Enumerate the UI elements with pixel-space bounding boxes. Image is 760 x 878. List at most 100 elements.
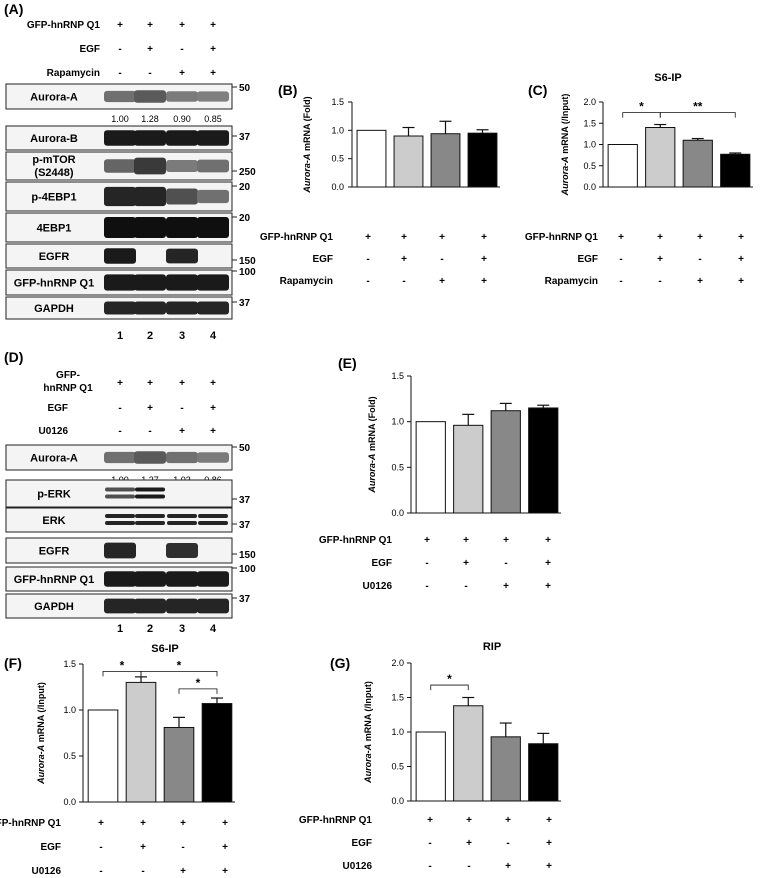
blot-band bbox=[105, 521, 135, 525]
blot-band bbox=[104, 90, 136, 103]
band-quantification: 0.85 bbox=[204, 114, 222, 124]
bar bbox=[125, 681, 157, 803]
y-tick-label: 0.0 bbox=[391, 796, 404, 806]
y-tick-label: 1.5 bbox=[583, 118, 596, 128]
blot-band bbox=[197, 91, 229, 102]
treatment-sign: + bbox=[481, 254, 487, 265]
treatment-sign: + bbox=[546, 815, 552, 826]
y-tick-label: 1.5 bbox=[331, 97, 344, 107]
treatment-label: U0126 bbox=[343, 861, 373, 872]
treatment-label: hnRNP Q1 bbox=[43, 383, 93, 394]
treatment-sign: + bbox=[466, 838, 472, 849]
blot-band bbox=[197, 130, 229, 146]
bar bbox=[201, 703, 233, 803]
y-axis-label-gene: Aurora-A bbox=[363, 744, 373, 784]
y-tick-label: 1.0 bbox=[391, 727, 404, 737]
treatment-sign: - bbox=[118, 426, 121, 437]
treatment-label: EGF bbox=[47, 403, 68, 414]
treatment-sign: + bbox=[222, 842, 228, 853]
mw-marker: 37 bbox=[239, 132, 251, 143]
treatment-sign: + bbox=[427, 815, 433, 826]
blot-label: Aurora-B bbox=[30, 133, 78, 145]
lane-number: 3 bbox=[179, 623, 185, 635]
blot-band bbox=[104, 451, 136, 464]
treatment-label: EGF bbox=[79, 44, 100, 55]
y-axis-label-unit: mRNA (/Input) bbox=[560, 94, 570, 157]
mw-marker: 50 bbox=[239, 83, 251, 94]
treatment-sign: - bbox=[464, 581, 467, 592]
blot-band bbox=[197, 571, 229, 587]
bar bbox=[720, 153, 751, 188]
treatment-sign: + bbox=[738, 232, 744, 243]
blot-band bbox=[166, 451, 198, 464]
significance-bracket: * bbox=[140, 658, 218, 677]
y-tick-label: 0.0 bbox=[583, 182, 596, 192]
mw-marker: 20 bbox=[239, 213, 251, 224]
treatment-label: Rapamycin bbox=[47, 68, 100, 79]
blot-label: p-4EBP1 bbox=[31, 192, 76, 204]
treatment-sign: - bbox=[118, 44, 121, 55]
bar bbox=[453, 424, 484, 514]
treatment-sign: + bbox=[210, 426, 216, 437]
treatment-sign: - bbox=[425, 558, 428, 569]
treatment-sign: + bbox=[179, 68, 185, 79]
y-axis-label-unit: mRNA (/Input) bbox=[363, 681, 373, 744]
blot-band bbox=[166, 542, 198, 559]
blot-label: (S2448) bbox=[34, 167, 73, 179]
blot-band bbox=[134, 186, 166, 207]
bar bbox=[430, 133, 461, 188]
mw-marker: 150 bbox=[239, 550, 256, 561]
bar bbox=[467, 132, 498, 188]
blot-band bbox=[135, 487, 165, 492]
treatment-sign: + bbox=[180, 866, 186, 877]
significance-bracket: * bbox=[622, 100, 661, 118]
bar bbox=[528, 743, 559, 802]
mw-marker: 37 bbox=[239, 495, 251, 506]
blot-strip: EGFR 150 bbox=[5, 537, 256, 564]
y-tick-label: 0.5 bbox=[583, 161, 596, 171]
panel-letter: (F) bbox=[4, 655, 22, 671]
chart-F: (F) S6-IP 0.0 0.5 1.0 1.5 Aurora-A mRNA (/Inpu… bbox=[0, 643, 235, 877]
treatment-sign: - bbox=[440, 254, 443, 265]
treatment-label: U0126 bbox=[39, 426, 69, 437]
blot-band bbox=[134, 274, 166, 291]
blot-strip: Aurora-A 50 1.00 1.28 0.90 0.85 bbox=[5, 83, 251, 124]
blot-label: Aurora-A bbox=[30, 92, 78, 104]
blot-band bbox=[104, 186, 136, 207]
y-tick-label: 0.5 bbox=[391, 462, 404, 472]
y-tick-label: 1.5 bbox=[391, 371, 404, 381]
treatment-sign: - bbox=[504, 558, 507, 569]
chart-E: (E) 0.0 0.5 1.0 1.5 Aurora-A mRNA (Fold) GFP-h… bbox=[319, 355, 561, 592]
y-tick-label: 2.0 bbox=[583, 97, 596, 107]
treatment-sign: + bbox=[424, 535, 430, 546]
blot-band bbox=[105, 494, 135, 499]
blot-strip: p-ERK 37 bbox=[5, 479, 251, 508]
treatment-sign: - bbox=[366, 276, 369, 287]
y-tick-label: 1.5 bbox=[63, 659, 76, 669]
blot-strip: p-mTOR(S2448) 250 bbox=[5, 151, 256, 181]
mw-marker: 37 bbox=[239, 520, 251, 531]
y-tick-label: 0.0 bbox=[63, 797, 76, 807]
y-tick-label: 1.5 bbox=[391, 693, 404, 703]
treatment-label: EGF bbox=[371, 558, 392, 569]
bar bbox=[415, 421, 446, 514]
y-tick-label: 0.0 bbox=[331, 182, 344, 192]
blot-band bbox=[197, 598, 229, 614]
treatment-sign: + bbox=[401, 232, 407, 243]
treatment-sign: + bbox=[546, 861, 552, 872]
treatment-sign: + bbox=[546, 838, 552, 849]
blot-strip: GFP-hnRNP Q1 100 bbox=[5, 267, 256, 296]
treatment-sign: - bbox=[148, 426, 151, 437]
blot-panel-A: (A) GFP-hnRNP Q1 + + + + EGF - + - + Rapamycin - - + + A… bbox=[4, 1, 256, 342]
treatment-sign: + bbox=[503, 581, 509, 592]
treatment-sign: - bbox=[619, 254, 622, 265]
treatment-sign: - bbox=[180, 403, 183, 414]
treatment-label: GFP-hnRNP Q1 bbox=[299, 815, 373, 826]
blot-band bbox=[197, 159, 229, 173]
chart-B: (B) 0.0 0.5 1.0 1.5 Aurora-A mRNA (Fold) GFP-h… bbox=[260, 82, 500, 287]
significance-bracket: * bbox=[430, 672, 469, 691]
blot-strip: Aurora-B 37 bbox=[5, 125, 251, 151]
treatment-sign: + bbox=[738, 276, 744, 287]
treatment-sign: + bbox=[738, 254, 744, 265]
